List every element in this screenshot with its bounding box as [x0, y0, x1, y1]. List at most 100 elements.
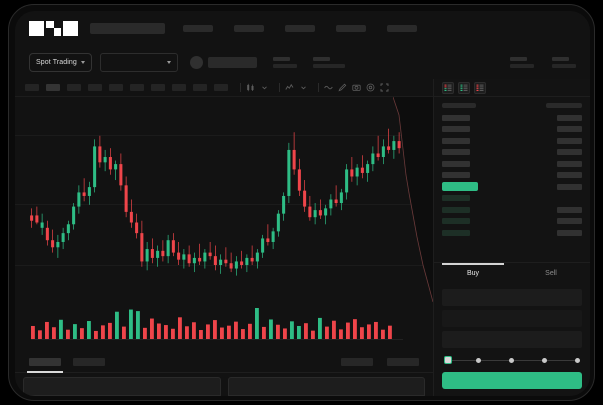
- ask-price: [442, 137, 470, 144]
- bid-size: [557, 229, 582, 236]
- bottom-panel-1[interactable]: [227, 377, 425, 396]
- last-price-value: [442, 182, 478, 191]
- ticker-stat-1: [312, 56, 345, 68]
- orderbook-bids-icon[interactable]: [458, 81, 470, 94]
- trading-pair-dropdown[interactable]: [99, 52, 178, 72]
- ask-price: [442, 114, 470, 121]
- amount-slider[interactable]: [444, 354, 580, 368]
- order-price-field[interactable]: [442, 289, 582, 306]
- app-screen: Spot Trading: [15, 11, 590, 396]
- chart-action-0[interactable]: [341, 357, 373, 366]
- orderbook-both-icon[interactable]: [442, 81, 454, 94]
- chart-tab-0[interactable]: [27, 357, 63, 373]
- pair-name: [207, 56, 257, 68]
- orderbook-col-size: [546, 103, 582, 108]
- orderbook-bid-row[interactable]: [442, 194, 582, 203]
- stat-label: [312, 56, 330, 61]
- logo-glyph-k: [46, 20, 61, 36]
- ticker-stat-3: [552, 56, 576, 68]
- bottom-panel-0[interactable]: [23, 377, 221, 396]
- orderbook-ask-row[interactable]: [442, 148, 582, 157]
- slider-stop-25[interactable]: [476, 357, 481, 363]
- depth-overlay-line: [393, 97, 433, 302]
- ask-price: [442, 160, 470, 167]
- slider-stop-100[interactable]: [575, 357, 580, 363]
- chevron-down-icon[interactable]: [299, 83, 308, 92]
- timeframe-button-8[interactable]: [193, 84, 207, 91]
- chevron-down-icon[interactable]: [260, 83, 269, 92]
- ask-price: [442, 126, 470, 132]
- ask-size: [557, 160, 582, 167]
- pencil-icon[interactable]: [338, 83, 347, 92]
- timeframe-button-4[interactable]: [109, 84, 123, 91]
- nav-item-3[interactable]: [336, 24, 366, 32]
- timeframe-button-5[interactable]: [130, 84, 144, 91]
- gridline: [15, 204, 433, 205]
- orderbook-col-price: [442, 103, 476, 108]
- slider-stop-75[interactable]: [542, 357, 547, 363]
- toolbar-divider: [318, 83, 319, 92]
- camera-icon[interactable]: [352, 83, 361, 92]
- timeframe-button-6[interactable]: [151, 84, 165, 91]
- ticker-stat-2: [510, 56, 534, 68]
- timeframe-button-2[interactable]: [67, 84, 81, 91]
- app-header: [15, 11, 590, 45]
- orderbook-asks-icon[interactable]: [474, 81, 486, 94]
- chevron-down-icon: [80, 60, 85, 64]
- place-order-button[interactable]: [442, 372, 582, 389]
- chart-tab-1[interactable]: [73, 357, 105, 366]
- stat-value: [312, 63, 345, 68]
- orderbook-ask-row[interactable]: [442, 125, 582, 134]
- trade-side-tabs: Buy Sell: [434, 262, 590, 284]
- ask-price: [442, 172, 470, 178]
- fullscreen-icon[interactable]: [380, 83, 389, 92]
- orderbook-bid-row[interactable]: [442, 217, 582, 226]
- stat-label: [552, 56, 569, 61]
- orderbook-ask-row[interactable]: [442, 171, 582, 180]
- settings-circle-icon[interactable]: [366, 83, 375, 92]
- toolbar-divider: [279, 83, 280, 92]
- timeframe-button-3[interactable]: [88, 84, 102, 91]
- gridline: [15, 265, 433, 266]
- stat-value: [552, 63, 576, 68]
- orderbook-ask-row[interactable]: [442, 136, 582, 145]
- market-type-dropdown[interactable]: Spot Trading: [29, 52, 92, 72]
- right-panel: Buy Sell: [433, 79, 590, 396]
- ask-size: [557, 172, 582, 178]
- bid-size: [557, 195, 582, 201]
- line-wave-icon[interactable]: [324, 83, 333, 92]
- order-amount-field[interactable]: [442, 310, 582, 327]
- orderbook-ask-row[interactable]: [442, 113, 582, 122]
- nav-item-2[interactable]: [285, 24, 315, 32]
- timeframe-button-9[interactable]: [214, 84, 228, 91]
- order-total-field[interactable]: [442, 331, 582, 348]
- orderbook-ask-row[interactable]: [442, 159, 582, 168]
- bid-price: [442, 195, 470, 201]
- timeframe-button-1[interactable]: [46, 84, 60, 91]
- candlestick-icon[interactable]: [246, 83, 255, 92]
- nav-item-0[interactable]: [183, 24, 213, 32]
- tab-sell[interactable]: Sell: [545, 270, 557, 277]
- nav-item-4[interactable]: [387, 24, 417, 32]
- orderbook-bid-row[interactable]: [442, 205, 582, 214]
- logo-glyph-o: [29, 20, 44, 36]
- ask-size: [557, 149, 582, 155]
- timeframe-button-0[interactable]: [25, 84, 39, 91]
- slider-stop-50[interactable]: [509, 357, 514, 363]
- tab-buy[interactable]: Buy: [434, 263, 512, 284]
- ask-size: [557, 114, 582, 121]
- okx-logo[interactable]: [29, 20, 78, 36]
- stat-value: [272, 63, 297, 68]
- market-type-label: Spot Trading: [36, 58, 77, 66]
- candlestick-series: [30, 128, 406, 276]
- search-input[interactable]: [90, 22, 165, 34]
- slider-handle[interactable]: [444, 356, 452, 364]
- stat-label: [510, 56, 527, 61]
- nav-item-1[interactable]: [234, 24, 264, 32]
- ask-price: [442, 149, 470, 155]
- chart-action-1[interactable]: [387, 357, 419, 366]
- timeframe-button-7[interactable]: [172, 84, 186, 91]
- orderbook-bid-row[interactable]: [442, 228, 582, 237]
- indicator-icon[interactable]: [285, 83, 294, 92]
- price-chart[interactable]: [15, 97, 433, 302]
